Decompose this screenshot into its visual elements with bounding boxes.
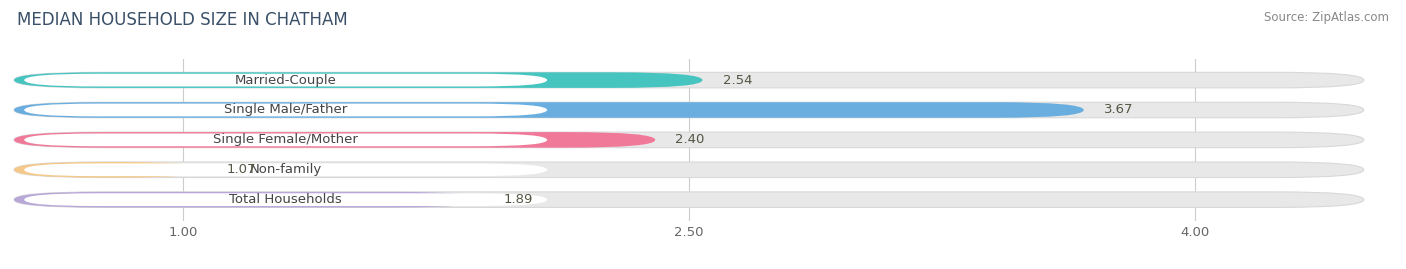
FancyBboxPatch shape — [24, 104, 547, 116]
Text: Total Households: Total Households — [229, 193, 342, 206]
Text: 2.40: 2.40 — [675, 133, 704, 146]
Text: Single Female/Mother: Single Female/Mother — [214, 133, 359, 146]
FancyBboxPatch shape — [14, 132, 655, 148]
FancyBboxPatch shape — [14, 72, 703, 88]
Text: MEDIAN HOUSEHOLD SIZE IN CHATHAM: MEDIAN HOUSEHOLD SIZE IN CHATHAM — [17, 11, 347, 29]
FancyBboxPatch shape — [14, 102, 1084, 118]
Text: 1.07: 1.07 — [226, 163, 256, 176]
FancyBboxPatch shape — [24, 163, 547, 176]
FancyBboxPatch shape — [14, 102, 1364, 118]
FancyBboxPatch shape — [24, 193, 547, 206]
Text: Source: ZipAtlas.com: Source: ZipAtlas.com — [1264, 11, 1389, 24]
FancyBboxPatch shape — [24, 133, 547, 146]
FancyBboxPatch shape — [24, 74, 547, 86]
FancyBboxPatch shape — [14, 192, 1364, 207]
FancyBboxPatch shape — [14, 192, 484, 207]
Text: Non-family: Non-family — [250, 163, 322, 176]
FancyBboxPatch shape — [14, 162, 207, 178]
FancyBboxPatch shape — [14, 132, 1364, 148]
Text: 3.67: 3.67 — [1104, 104, 1133, 116]
FancyBboxPatch shape — [14, 162, 1364, 178]
Text: Single Male/Father: Single Male/Father — [224, 104, 347, 116]
Text: 2.54: 2.54 — [723, 74, 752, 87]
Text: 1.89: 1.89 — [503, 193, 533, 206]
Text: Married-Couple: Married-Couple — [235, 74, 336, 87]
FancyBboxPatch shape — [14, 72, 1364, 88]
